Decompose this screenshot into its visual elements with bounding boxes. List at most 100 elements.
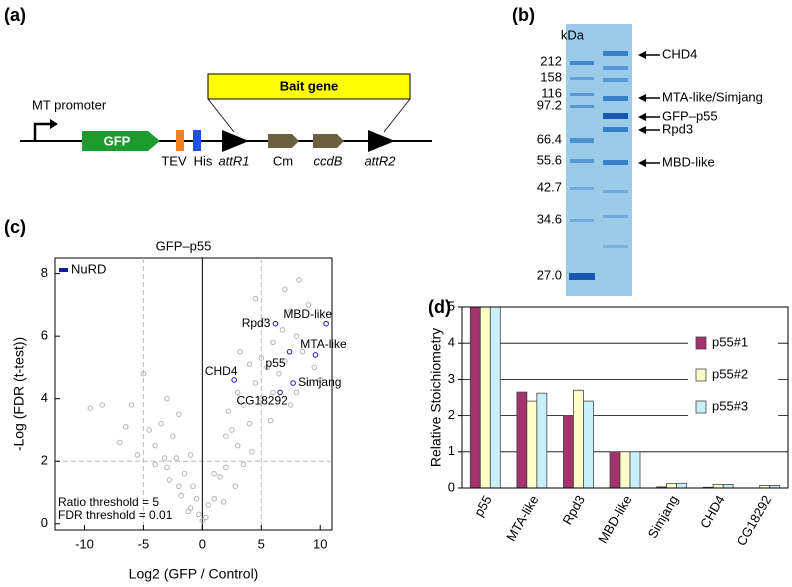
band: [570, 138, 594, 143]
band-label: MTA-like/Simjang: [662, 89, 763, 104]
data-point: [305, 380, 312, 386]
data-point: [152, 442, 158, 449]
ladder-label: 158: [540, 69, 562, 84]
point-label: p55: [266, 356, 286, 370]
data-point: [187, 452, 194, 458]
data-point: [234, 389, 241, 396]
band: [570, 159, 594, 163]
x-tick-label: CG18292: [733, 493, 774, 549]
his-label: His: [194, 153, 213, 168]
promoter-arrowhead: [50, 119, 58, 129]
y-tick-label: 2: [41, 453, 48, 468]
band: [570, 105, 594, 108]
data-point: [193, 495, 200, 502]
legend-label: NuRD: [71, 261, 106, 276]
gel: kDa: [561, 24, 632, 296]
point-label: CG18292: [236, 394, 288, 408]
y-tick-label: 8: [41, 265, 48, 280]
band: [603, 190, 628, 193]
tev-box: [176, 130, 184, 151]
connector: [207, 98, 235, 133]
data-point: [311, 364, 318, 371]
data-point: [220, 499, 227, 505]
bar: [619, 451, 631, 489]
attr2-site: [368, 130, 395, 152]
band: [570, 219, 594, 222]
data-point: [279, 327, 286, 333]
attr1-site: [222, 130, 249, 152]
data-point: [134, 452, 141, 458]
his-box: [193, 130, 201, 151]
y-tick-label: 4: [41, 390, 48, 405]
data-point: [299, 348, 306, 355]
attr1-label: attR1: [218, 153, 249, 168]
cm-label: Cm: [273, 153, 293, 168]
data-point: [175, 483, 182, 490]
legend-label: p55#1: [712, 334, 748, 349]
band-label: CHD4: [662, 46, 697, 61]
promoter-label: MT promoter: [32, 97, 107, 112]
data-point: [175, 411, 182, 418]
annotation: FDR threshold = 0.01: [58, 508, 173, 522]
bar: [573, 389, 584, 489]
y-tick-label: 4: [448, 335, 455, 350]
y-axis-label: -Log (FDR (t-test)): [11, 337, 27, 451]
y-tick-label: 5: [448, 298, 455, 313]
data-point: [211, 495, 217, 502]
data-point: [178, 492, 184, 499]
bar: [676, 482, 687, 489]
y-tick-label: 3: [448, 371, 455, 386]
data-point: [211, 470, 217, 477]
band-arrowhead: [638, 126, 646, 134]
band: [603, 51, 628, 56]
data-point: [146, 427, 153, 433]
ccdb-box: [313, 134, 344, 148]
band: [603, 66, 628, 70]
data-point: [225, 408, 232, 414]
data-point: [277, 389, 283, 396]
y-tick-label: 2: [448, 407, 455, 422]
y-tick-label: 6: [41, 328, 48, 343]
x-tick-label: 5: [258, 536, 265, 551]
data-point: [267, 417, 274, 424]
gfp-label: GFP: [104, 133, 131, 148]
sample-bands: [603, 51, 628, 248]
ladder-label: 116: [541, 85, 562, 100]
chart-title: GFP–p55: [156, 238, 212, 253]
data-point: [252, 380, 259, 386]
bar: [629, 451, 641, 489]
bar: [536, 392, 548, 489]
volcano-plot: -10 -5 0 5 10 0 2 4 6 8 GFP–p55 Log2 (GFP / Control…: [11, 238, 347, 581]
data-point: [217, 474, 223, 480]
point-label: Simjang: [298, 375, 341, 389]
x-tick-label: -10: [75, 536, 94, 551]
construct-diagram: MT promoter GFP TEV His attR1 Cm ccdB at…: [20, 73, 432, 168]
data-point: [166, 477, 173, 483]
ccdb-label: ccdB: [314, 153, 343, 168]
ladder-label: 27.0: [537, 267, 562, 282]
data-point: [286, 348, 293, 355]
cm-box: [268, 134, 299, 148]
panel-label: (a): [4, 5, 26, 25]
data-point: [87, 405, 94, 411]
data-point: [164, 395, 170, 402]
data-point: [185, 508, 191, 515]
band-arrowhead: [638, 51, 646, 59]
bar: [489, 306, 501, 489]
gfp-box: [82, 131, 160, 151]
band: [569, 273, 595, 280]
bar: [469, 306, 481, 489]
data-point: [152, 461, 158, 468]
tev-label: TEV: [161, 153, 187, 168]
band-arrowhead: [638, 94, 646, 102]
band: [570, 77, 594, 80]
ladder-label: 34.6: [537, 211, 562, 226]
x-tick-label: MTA-like: [503, 493, 541, 544]
bar: [563, 415, 574, 489]
plot-frame: [54, 257, 333, 531]
legend-label: p55#3: [712, 398, 748, 413]
